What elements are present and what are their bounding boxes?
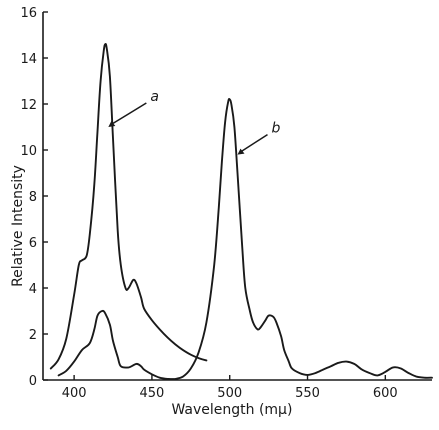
y-tick-label: 12 bbox=[20, 98, 37, 113]
series-b-pointer bbox=[239, 133, 268, 154]
y-tick-label: 2 bbox=[29, 328, 37, 343]
series-a-line bbox=[49, 43, 208, 370]
series-a-label: a bbox=[150, 89, 159, 105]
chart-axes: 0 2 4 6 8 10 12 14 16 400 450 500 550 600 bbox=[20, 6, 432, 401]
y-tick-label: 4 bbox=[29, 282, 37, 297]
y-tick-label: 8 bbox=[29, 190, 37, 205]
y-axis-label: Relative Intensity bbox=[10, 165, 26, 287]
x-tick-label: 550 bbox=[295, 386, 320, 401]
x-tick-label: 450 bbox=[140, 386, 165, 401]
series-a-pointer bbox=[109, 102, 147, 126]
y-tick-label: 6 bbox=[29, 236, 37, 251]
x-tick-label: 400 bbox=[62, 386, 87, 401]
x-axis-label: Wavelength (mμ) bbox=[171, 402, 292, 418]
series-b-arrowhead bbox=[237, 148, 245, 155]
y-tick-label: 10 bbox=[20, 144, 37, 159]
y-tick-label: 14 bbox=[20, 52, 37, 67]
series-b-label: b bbox=[272, 121, 281, 137]
y-tick-label: 0 bbox=[29, 374, 37, 389]
series-a-arrowhead bbox=[108, 121, 116, 127]
chart-plot-area: ab bbox=[49, 43, 433, 381]
x-tick-label: 500 bbox=[217, 386, 242, 401]
series-b-line bbox=[57, 98, 433, 381]
y-tick-label: 16 bbox=[20, 6, 37, 21]
x-tick-label: 600 bbox=[373, 386, 398, 401]
chart-labels: Wavelength (mμ) Relative Intensity bbox=[10, 165, 292, 418]
